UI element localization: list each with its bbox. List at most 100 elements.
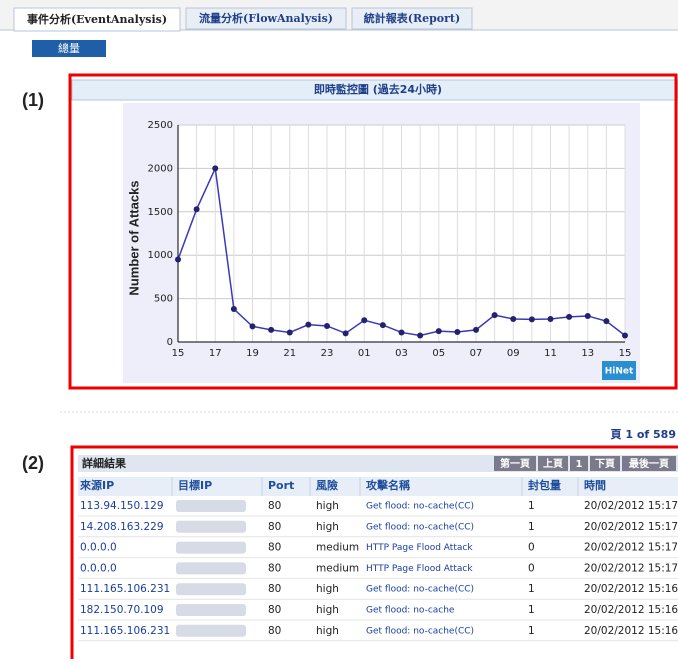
- x-tick-label: 13: [581, 348, 594, 359]
- column-header: 時間: [584, 478, 606, 492]
- cell: 20/02/2012 15:17:5: [584, 500, 678, 512]
- cell: 20/02/2012 15:16:4: [584, 583, 678, 595]
- cell[interactable]: 113.94.150.129: [80, 500, 164, 512]
- cell: 1: [528, 521, 535, 533]
- annotation: (1): [22, 90, 44, 110]
- point: [528, 316, 535, 323]
- point: [175, 256, 181, 263]
- point: [510, 315, 517, 322]
- cell: high: [316, 583, 339, 595]
- point: [212, 165, 219, 172]
- point: [603, 318, 610, 325]
- cell[interactable]: Get flood: no-cache(CC): [366, 585, 474, 595]
- cell: high: [316, 625, 339, 637]
- x-tick-label: 03: [395, 348, 408, 359]
- x-tick-label: 09: [507, 348, 520, 359]
- cell: 20/02/2012 15:16:4: [584, 604, 678, 616]
- annotation: (2): [22, 453, 44, 473]
- button-label[interactable]: 總量: [58, 41, 80, 55]
- cell[interactable]: 111.165.106.231: [80, 625, 170, 637]
- redacted-ip: [176, 541, 246, 554]
- cell[interactable]: HTTP Page Flood Attack: [366, 564, 473, 574]
- button[interactable]: [32, 40, 106, 57]
- pager-button[interactable]: [538, 456, 568, 471]
- cell[interactable]: 111.165.106.231: [80, 583, 170, 595]
- cell: 80: [268, 521, 281, 533]
- point: [286, 329, 293, 336]
- point: [379, 322, 386, 329]
- cell: 0: [528, 542, 535, 554]
- pager-button[interactable]: [494, 456, 536, 471]
- cell: 80: [268, 625, 281, 637]
- cell: 20/02/2012 15:16:4: [584, 625, 678, 637]
- point: [193, 206, 200, 213]
- x-tick-label: 15: [172, 348, 185, 359]
- cell[interactable]: Get flood: no-cache: [366, 606, 455, 616]
- cell[interactable]: Get flood: no-cache(CC): [366, 502, 474, 512]
- tab[interactable]: [13, 7, 181, 32]
- column-header: 風險: [316, 478, 338, 492]
- pager-button[interactable]: [590, 456, 620, 471]
- logo: [602, 361, 636, 380]
- cell: 80: [268, 604, 281, 616]
- cell[interactable]: Get flood: no-cache(CC): [366, 522, 474, 532]
- pager-button[interactable]: [570, 456, 588, 471]
- point: [305, 321, 312, 328]
- point: [491, 312, 498, 319]
- pager-label[interactable]: 最後一頁: [629, 457, 669, 470]
- cell[interactable]: 182.150.70.109: [80, 604, 164, 616]
- column-header: 來源IP: [80, 478, 114, 492]
- x-tick-label: 19: [246, 348, 259, 359]
- y-tick-label: 1000: [148, 250, 173, 261]
- x-tick-label: 15: [619, 348, 632, 359]
- point: [566, 313, 573, 320]
- cell: 1: [528, 583, 535, 595]
- redacted-ip: [176, 520, 246, 533]
- x-tick-label: 11: [544, 348, 557, 359]
- redacted-ip: [176, 583, 246, 596]
- x-tick-label: 17: [209, 348, 222, 359]
- cell: 0: [528, 562, 535, 574]
- pager-label[interactable]: 第一頁: [500, 457, 530, 470]
- pager-label[interactable]: 下頁: [595, 458, 615, 470]
- cell: 1: [528, 604, 535, 616]
- cell: 20/02/2012 15:17:0: [584, 562, 678, 574]
- pager-button[interactable]: [622, 456, 676, 471]
- point: [622, 332, 628, 339]
- pager-label[interactable]: 上頁: [543, 457, 563, 470]
- column-header: 封包量: [528, 478, 561, 492]
- table-title: 詳細結果: [82, 456, 126, 470]
- point: [584, 312, 591, 319]
- redacted-ip: [176, 624, 246, 637]
- cell[interactable]: 0.0.0.0: [80, 542, 117, 554]
- y-tick-label: 2500: [148, 120, 173, 131]
- tab-label[interactable]: 統計報表(Report): [364, 11, 460, 25]
- point: [435, 328, 442, 335]
- tab-label[interactable]: 流量分析(FlowAnalysis): [199, 11, 333, 25]
- cell[interactable]: 14.208.163.229: [80, 521, 164, 533]
- tab[interactable]: [185, 7, 347, 30]
- cell[interactable]: 0.0.0.0: [80, 562, 117, 574]
- cell: 80: [268, 500, 281, 512]
- logo-text: HiNet: [605, 367, 634, 377]
- tab-label[interactable]: 事件分析(EventAnalysis): [27, 12, 167, 26]
- cell: high: [316, 521, 339, 533]
- cell: 20/02/2012 15:17:1: [584, 521, 678, 533]
- pager-label[interactable]: 1: [576, 459, 583, 470]
- cell: 1: [528, 625, 535, 637]
- tab[interactable]: [351, 7, 473, 30]
- cell: 1: [528, 500, 535, 512]
- point: [547, 315, 554, 322]
- redacted-ip: [176, 604, 246, 616]
- column-header: 目標IP: [178, 478, 212, 492]
- cell[interactable]: Get flood: no-cache(CC): [366, 626, 474, 636]
- cell: 20/02/2012 15:17:0: [584, 542, 678, 554]
- cell[interactable]: HTTP Page Flood Attack: [366, 543, 473, 553]
- y-tick-label: 0: [167, 337, 173, 348]
- cell: high: [316, 604, 339, 616]
- point: [454, 329, 461, 336]
- point: [398, 329, 405, 336]
- cell: 80: [268, 542, 281, 554]
- point: [473, 326, 479, 333]
